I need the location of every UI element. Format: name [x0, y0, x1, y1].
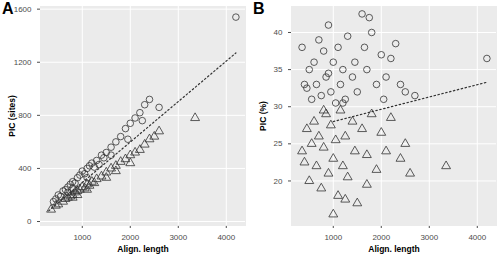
svg-text:1200: 1200 — [14, 58, 32, 67]
svg-text:2000: 2000 — [372, 233, 390, 242]
svg-text:Align. length: Align. length — [368, 244, 419, 254]
svg-text:1000: 1000 — [73, 233, 91, 242]
svg-text:PIC (sites): PIC (sites) — [7, 95, 17, 137]
svg-text:40: 40 — [274, 28, 283, 37]
svg-text:3000: 3000 — [169, 233, 187, 242]
svg-text:PIC (%): PIC (%) — [258, 101, 268, 131]
svg-text:35: 35 — [274, 65, 283, 74]
svg-text:Align. length: Align. length — [117, 244, 168, 254]
svg-text:1600: 1600 — [14, 5, 32, 14]
svg-text:2000: 2000 — [121, 233, 139, 242]
svg-text:4000: 4000 — [468, 233, 486, 242]
svg-text:25: 25 — [274, 139, 283, 148]
svg-text:4000: 4000 — [217, 233, 235, 242]
html-text:A: A — [2, 0, 14, 17]
html-text:B: B — [253, 0, 265, 17]
svg-text:800: 800 — [18, 111, 32, 120]
svg-text:30: 30 — [274, 102, 283, 111]
svg-text:3000: 3000 — [420, 233, 438, 242]
svg-text:1000: 1000 — [324, 233, 342, 242]
svg-text:400: 400 — [18, 164, 32, 173]
svg-text:0: 0 — [27, 217, 32, 226]
svg-text:20: 20 — [274, 177, 283, 186]
